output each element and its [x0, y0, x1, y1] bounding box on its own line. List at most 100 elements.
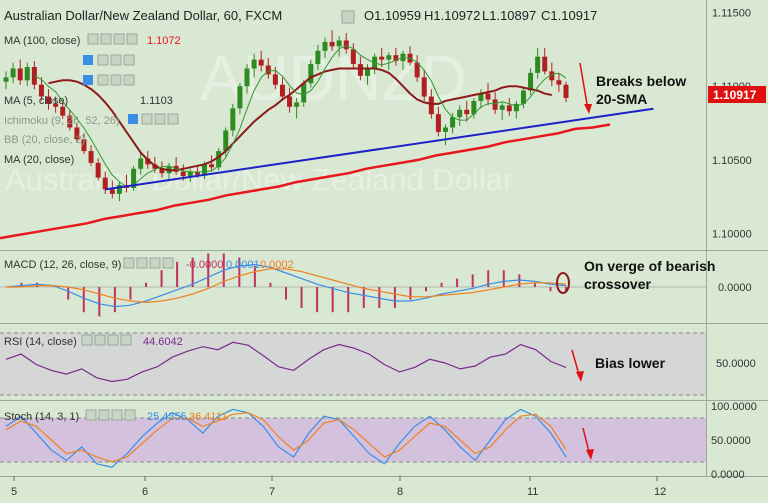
candle-body	[265, 65, 271, 75]
candle-body	[457, 109, 463, 118]
legend-ma100-buttons[interactable]	[87, 33, 138, 45]
candle-body	[301, 83, 307, 103]
candle-body	[542, 56, 548, 72]
candle-body	[464, 109, 470, 115]
price-tick-label: 1.10500	[712, 155, 752, 167]
close-icon[interactable]	[126, 33, 138, 45]
add-icon[interactable]	[113, 33, 125, 45]
candle-body	[180, 171, 186, 177]
legend-row-2-buttons[interactable]	[83, 54, 135, 66]
candle-body	[322, 41, 328, 51]
legend-ichimoku[interactable]: Ichimoku (9, 26, 52, 26)	[4, 115, 120, 127]
legend-row-3-buttons[interactable]	[83, 74, 135, 86]
add-icon[interactable]	[110, 74, 122, 86]
close-icon[interactable]	[162, 257, 174, 269]
candle-body	[308, 64, 314, 84]
hide-icon[interactable]	[136, 257, 148, 269]
settings-icon[interactable]	[85, 409, 97, 421]
visibility-icon[interactable]	[341, 10, 355, 24]
settings-icon[interactable]	[123, 257, 135, 269]
legend-bb[interactable]: BB (20, close, 2)	[4, 134, 85, 146]
candle-body	[272, 74, 278, 85]
candle-body	[528, 72, 534, 91]
legend-stoch[interactable]: Stoch (14, 3, 1)	[4, 411, 79, 423]
legend-ma5[interactable]: MA (5, close)	[4, 95, 68, 107]
macd-tick-label: 0.0000	[718, 282, 752, 294]
candle-body	[279, 84, 285, 97]
candle-body	[201, 164, 207, 175]
candle-body	[74, 127, 80, 140]
candle-body	[492, 99, 498, 110]
candle-body	[485, 93, 491, 100]
candle-body	[17, 68, 23, 81]
legend-rsi-value: 44.6042	[143, 336, 183, 348]
candle-body	[435, 114, 441, 132]
settings-icon[interactable]	[81, 334, 93, 346]
eye-icon[interactable]	[83, 55, 93, 65]
arrow-price	[579, 62, 592, 114]
hide-icon[interactable]	[94, 334, 106, 346]
arrow-rsi	[571, 349, 584, 382]
candle-body	[287, 96, 293, 107]
candle-body	[535, 56, 541, 73]
candle-body	[428, 96, 434, 115]
eye-icon[interactable]	[128, 114, 138, 124]
candle-body	[46, 96, 52, 104]
eye-icon[interactable]	[83, 75, 93, 85]
add-icon[interactable]	[149, 257, 161, 269]
settings-icon[interactable]	[141, 113, 153, 125]
legend-stoch-buttons[interactable]	[85, 409, 136, 421]
price-tag-label: 1.10917	[713, 88, 757, 102]
candle-body	[53, 103, 59, 107]
settings-icon[interactable]	[97, 54, 109, 66]
hide-icon[interactable]	[98, 409, 110, 421]
add-icon[interactable]	[111, 409, 123, 421]
candle-body	[513, 103, 519, 112]
legend-rsi[interactable]: RSI (14, close)	[4, 336, 77, 348]
legend-ma20[interactable]: MA (20, close)	[4, 154, 74, 166]
close-icon[interactable]	[123, 74, 135, 86]
legend-ichimoku-buttons[interactable]	[141, 113, 179, 125]
ohlc-low: L1.10897	[482, 8, 536, 23]
legend-ma100[interactable]: MA (100, close)	[4, 35, 80, 47]
candle-body	[336, 40, 342, 47]
legend-macd-buttons[interactable]	[123, 257, 174, 269]
close-icon[interactable]	[124, 409, 136, 421]
macd-crossover-circle	[556, 272, 570, 294]
add-icon[interactable]	[110, 54, 122, 66]
close-icon[interactable]	[123, 54, 135, 66]
legend-macd-line: 0.0001	[226, 259, 260, 271]
add-icon[interactable]	[154, 113, 166, 125]
ohlc-high: H1.10972	[424, 8, 480, 23]
close-icon[interactable]	[120, 334, 132, 346]
settings-icon[interactable]	[87, 33, 99, 45]
candle-body	[244, 68, 250, 87]
candle-body	[350, 49, 356, 65]
settings-icon[interactable]	[97, 74, 109, 86]
candle-body	[230, 108, 236, 131]
x-tick-label: 8	[397, 486, 403, 498]
x-tick-label: 11	[527, 486, 538, 498]
close-icon[interactable]	[167, 113, 179, 125]
annotation-breaks-line1: Breaks below	[596, 73, 686, 89]
hide-icon[interactable]	[100, 33, 112, 45]
candle-body	[109, 189, 115, 194]
candle-body	[478, 93, 484, 101]
add-icon[interactable]	[107, 334, 119, 346]
candle-body	[3, 77, 9, 82]
candle-body	[365, 68, 371, 76]
x-tick-label: 6	[142, 486, 148, 498]
price-tick-label: 1.11500	[712, 7, 751, 19]
x-tick-label: 5	[11, 486, 17, 498]
legend-macd[interactable]: MACD (12, 26, close, 9)	[4, 259, 121, 271]
trendline-group	[105, 107, 654, 191]
candle-body	[187, 171, 193, 177]
stoch-d-line	[5, 412, 567, 463]
candle-body	[520, 90, 526, 104]
legend-stoch-d: 36.4111	[189, 411, 227, 423]
candle-body	[357, 64, 363, 76]
candle-body	[414, 62, 420, 78]
annotation-breaks-line2: 20-SMA	[596, 91, 647, 107]
legend-rsi-buttons[interactable]	[81, 334, 132, 346]
